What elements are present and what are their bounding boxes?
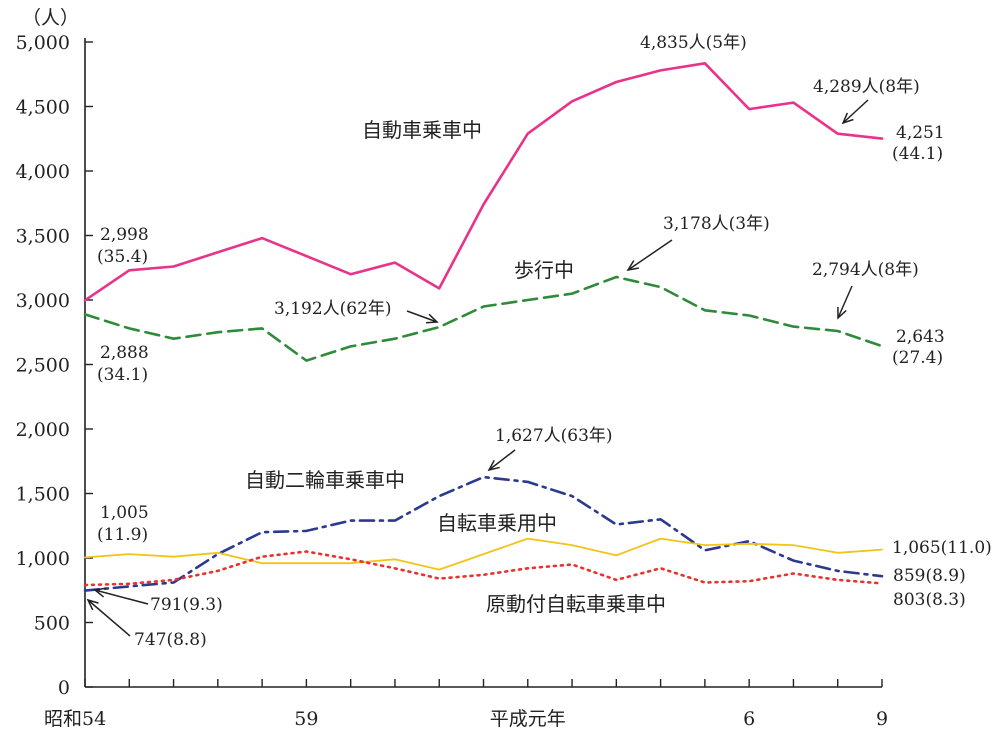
y-tick-label: 4,500: [16, 97, 70, 119]
annotation-car-start-share: (35.4): [97, 247, 148, 267]
series-line-bicycle: [84, 537, 883, 571]
series-label-walk: 歩行中: [514, 258, 574, 282]
series-label-motorcycle: 自動二輪車乗車中: [245, 468, 405, 492]
annotation-walk-8: 2,794人(8年): [812, 260, 919, 280]
annotation-moped-end: 803(8.3): [893, 590, 966, 610]
annotation-car-8: 4,289人(8年): [813, 77, 920, 97]
annotation-car-end-share: (44.1): [892, 144, 943, 164]
x-tick-label: 59: [294, 708, 318, 730]
x-tick-label: 6: [743, 708, 755, 730]
y-tick-label: 0: [58, 677, 70, 699]
annotation-car-end-value: 4,251: [896, 123, 945, 143]
series-label-moped: 原動付自転車乗車中: [486, 592, 666, 616]
x-tick-label: 昭和54: [44, 708, 106, 730]
series-line-motorcycle: [83, 475, 884, 592]
annotation-motorcycle-start: 747(8.8): [134, 630, 207, 650]
y-tick-label: 1,000: [16, 548, 70, 570]
y-tick-label: 3,000: [16, 290, 70, 312]
y-tick-label: 2,500: [16, 355, 70, 377]
arrow-motorcycle-start: [86, 598, 131, 637]
annotation-walk-start-share: (34.1): [97, 365, 148, 385]
arrow-walk-3: [626, 239, 673, 272]
arrow-walk-8: [837, 285, 853, 320]
y-tick-label: 500: [34, 613, 70, 635]
y-tick-label: 4,000: [16, 161, 70, 183]
annotation-walk-end-share: (27.4): [892, 348, 943, 368]
annotation-car-start-value: 2,998: [100, 225, 149, 245]
series-label-bicycle: 自転車乗用中: [437, 511, 557, 535]
y-tick-label: 3,500: [16, 226, 70, 248]
annotation-moped-start: 791(9.3): [150, 595, 223, 615]
annotation-motorcycle-peak: 1,627人(63年): [495, 426, 613, 446]
annotation-arrows: [86, 99, 869, 637]
axes: 0 500 1,000 1,500 2,000 2,500 3,000 3,500 4,000 4…: [16, 32, 888, 730]
annotation-motorcycle-end: 859(8.9): [893, 566, 966, 586]
y-tick-label: 1,500: [16, 484, 70, 506]
annotation-walk-62: 3,192人(62年): [274, 299, 392, 319]
annotation-walk-3: 3,178人(3年): [663, 214, 770, 234]
series-line-walk: [83, 275, 884, 362]
series-layer: [83, 61, 884, 592]
annotation-walk-end-value: 2,643: [896, 327, 945, 347]
arrow-walk-62: [406, 310, 439, 324]
annotation-bicycle-start-value: 1,005: [100, 503, 149, 523]
arrow-car-8: [841, 99, 869, 125]
y-tick-label: 5,000: [16, 32, 70, 54]
series-line-moped: [83, 550, 884, 587]
series-label-car: 自動車乗車中: [362, 118, 482, 142]
x-tick-label: 9: [876, 708, 888, 730]
arrow-motorcycle-peak: [487, 449, 516, 472]
annotation-bicycle-start-share: (11.9): [97, 525, 148, 545]
annotation-car-peak: 4,835人(5年): [640, 33, 747, 53]
x-tick-label: 平成元年: [490, 708, 566, 730]
arrow-moped-start: [93, 587, 149, 605]
y-axis-unit: （人）: [22, 7, 79, 29]
annotation-bicycle-end: 1,065(11.0): [892, 538, 992, 558]
annotation-walk-start-value: 2,888: [100, 343, 149, 363]
series-line-car: [83, 61, 884, 302]
y-tick-label: 2,000: [16, 419, 70, 441]
